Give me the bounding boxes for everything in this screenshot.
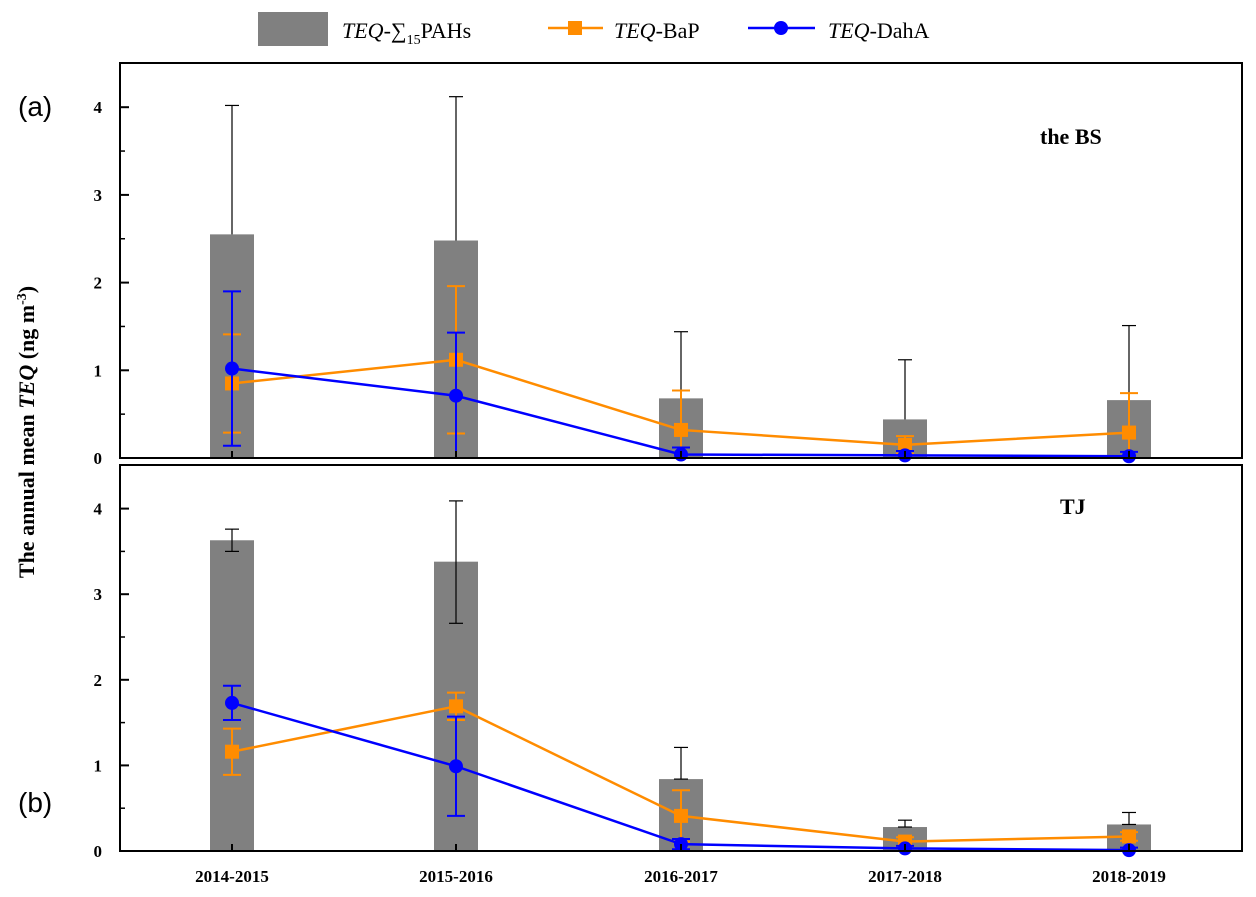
- legend-bars-swatch: [258, 12, 328, 46]
- y-axis-title: The annual mean TEQ (ng m-3): [14, 286, 39, 578]
- panel-a-y-ticks: 0 1 2 3 4: [94, 98, 1130, 468]
- legend-daha-marker: [774, 21, 788, 35]
- panel-b-bap-point-2014-2015: [225, 744, 239, 759]
- panel-b-y-tick-label-2: 2: [94, 671, 103, 690]
- x-label-2017-2018: 2017-2018: [868, 867, 942, 886]
- legend-bars-label: TEQ-∑15PAHs: [342, 18, 471, 48]
- panel-a-y-tick-label-0: 0: [94, 449, 103, 468]
- legend-bap-marker: [568, 21, 582, 35]
- panel-a-daha-point-2015-2016: [449, 388, 463, 403]
- panel-a: (a) the BS 0 1 2 3 4: [18, 62, 1243, 468]
- panel-a-bap-point-2016-2017: [674, 422, 688, 437]
- panel-b-marks: [210, 500, 1151, 858]
- panel-b-bap-point-2016-2017: [674, 808, 688, 823]
- panel-b-bap-point-2018-2019: [1122, 829, 1136, 844]
- panel-b: (b) TJ 0 1 2 3 4: [18, 464, 1243, 861]
- legend-bap-label: TEQ-BaP: [614, 18, 700, 43]
- panel-a-frame: [119, 62, 1243, 459]
- x-label-2015-2016: 2015-2016: [419, 867, 493, 886]
- panel-b-letter: (b): [18, 787, 52, 818]
- panel-a-y-tick-label-4: 4: [94, 98, 103, 117]
- panel-b-bap-point-2015-2016: [449, 699, 463, 714]
- x-label-2014-2015: 2014-2015: [195, 867, 269, 886]
- panel-a-y-tick-label-1: 1: [94, 361, 103, 380]
- panel-a-region: the BS: [1040, 124, 1102, 149]
- panel-a-y-tick-label-2: 2: [94, 274, 103, 293]
- panel-b-y-tick-label-3: 3: [94, 585, 103, 604]
- x-axis-labels: 2014-2015 2015-2016 2016-2017 2017-2018 …: [195, 867, 1166, 886]
- panel-a-bap-point-2017-2018: [898, 437, 912, 452]
- panel-b-region: TJ: [1060, 494, 1086, 519]
- panel-b-y-tick-label-0: 0: [94, 842, 103, 861]
- panel-b-daha-point-2015-2016: [449, 759, 463, 774]
- legend-daha-label: TEQ-DahA: [828, 18, 930, 43]
- panel-a-letter: (a): [18, 91, 52, 122]
- x-label-2016-2017: 2016-2017: [644, 867, 718, 886]
- panel-b-daha-point-2014-2015: [225, 695, 239, 710]
- panel-b-y-ticks: 0 1 2 3 4: [94, 500, 1130, 861]
- panel-b-y-tick-label-4: 4: [94, 500, 103, 519]
- panel-a-marks: [210, 96, 1151, 464]
- panel-b-frame: [119, 464, 1243, 852]
- panel-b-y-tick-label-1: 1: [94, 756, 103, 775]
- panel-a-y-tick-label-3: 3: [94, 186, 103, 205]
- panel-a-bap-point-2018-2019: [1122, 425, 1136, 440]
- panel-a-daha-point-2014-2015: [225, 361, 239, 376]
- x-label-2018-2019: 2018-2019: [1092, 867, 1166, 886]
- legend: TEQ-∑15PAHs TEQ-BaP TEQ-DahA: [258, 12, 930, 48]
